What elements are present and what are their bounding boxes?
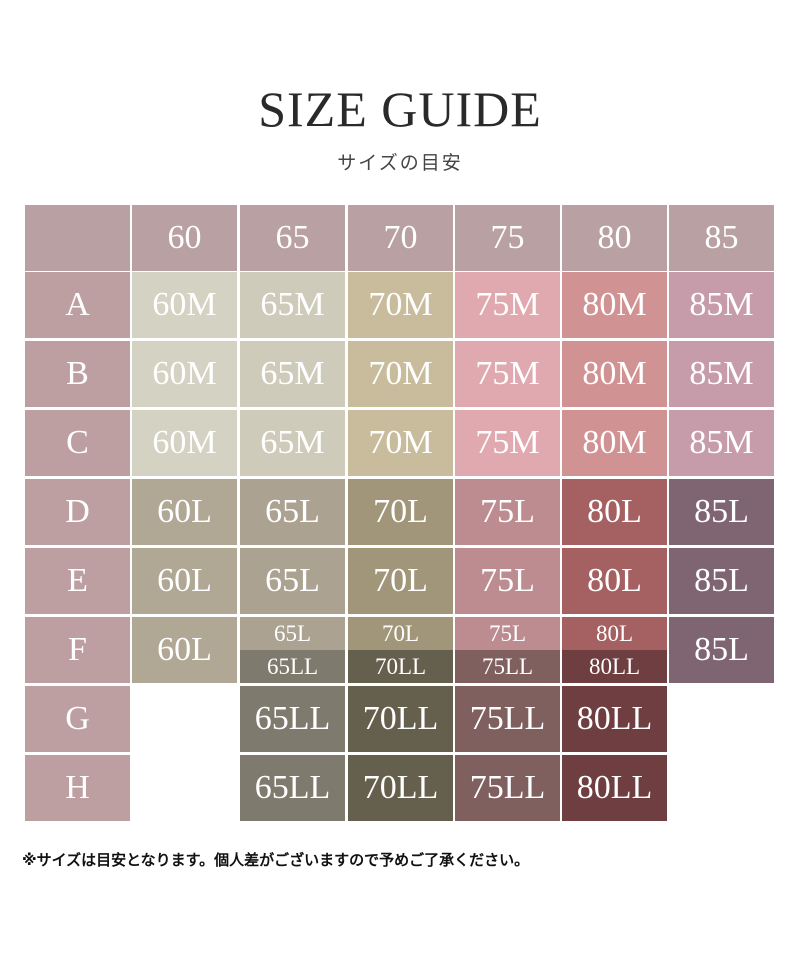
size-cell: 70L xyxy=(348,548,453,614)
size-cell: 70M xyxy=(348,341,453,407)
size-cell: 75L xyxy=(455,548,560,614)
size-cell: 80M xyxy=(562,341,667,407)
size-cell: 80M xyxy=(562,410,667,476)
size-cell: 75M xyxy=(455,272,560,338)
size-cell: 60L xyxy=(132,617,237,683)
size-cell: 80M xyxy=(562,272,667,338)
row-header-cup: E xyxy=(25,548,130,614)
size-cell: 80L xyxy=(562,548,667,614)
row-header-cup: G xyxy=(25,686,130,752)
page-subtitle: サイズの目安 xyxy=(337,152,463,174)
size-cell: 80L xyxy=(562,479,667,545)
row-header-cup: A xyxy=(25,272,130,338)
size-cell-bottom: 80LL xyxy=(562,650,667,683)
size-cell-top: 75L xyxy=(455,617,560,650)
size-cell: 70M xyxy=(348,272,453,338)
size-cell: 85M xyxy=(669,341,774,407)
size-cell: 85L xyxy=(669,617,774,683)
size-cell-top: 80L xyxy=(562,617,667,650)
size-cell: 65LL xyxy=(240,755,345,821)
size-cell: 85M xyxy=(669,272,774,338)
size-cell-split: 65L 65LL xyxy=(240,617,345,683)
size-cell: 75L xyxy=(455,479,560,545)
size-cell: 75LL xyxy=(455,686,560,752)
size-cell-top: 65L xyxy=(240,617,345,650)
size-cell: 65L xyxy=(240,479,345,545)
size-cell: 60L xyxy=(132,479,237,545)
size-cell: 65L xyxy=(240,548,345,614)
column-header-band: 85 xyxy=(669,205,774,271)
size-cell-bottom: 65LL xyxy=(240,650,345,683)
size-cell: 65M xyxy=(240,341,345,407)
size-cell: 60M xyxy=(132,341,237,407)
column-header-band: 70 xyxy=(348,205,453,271)
column-header-band: 80 xyxy=(562,205,667,271)
size-cell: 85M xyxy=(669,410,774,476)
size-cell-split: 70L 70LL xyxy=(348,617,453,683)
row-header-cup: H xyxy=(25,755,130,821)
row-header-cup: C xyxy=(25,410,130,476)
size-cell-split: 80L 80LL xyxy=(562,617,667,683)
size-cell: 70LL xyxy=(348,686,453,752)
size-cell: 65M xyxy=(240,410,345,476)
row-header-cup: F xyxy=(25,617,130,683)
column-header-band: 65 xyxy=(240,205,345,271)
size-cell: 65LL xyxy=(240,686,345,752)
row-header-cup: D xyxy=(25,479,130,545)
header-corner-cell xyxy=(25,205,130,271)
size-cell: 85L xyxy=(669,548,774,614)
size-cell: 70LL xyxy=(348,755,453,821)
size-cell: 65M xyxy=(240,272,345,338)
size-cell: 70M xyxy=(348,410,453,476)
size-cell: 70L xyxy=(348,479,453,545)
size-cell-top: 70L xyxy=(348,617,453,650)
size-cell: 60M xyxy=(132,410,237,476)
size-cell: 85L xyxy=(669,479,774,545)
size-cell: 60L xyxy=(132,548,237,614)
size-cell: 75M xyxy=(455,410,560,476)
size-cell: 80LL xyxy=(562,755,667,821)
column-header-band: 75 xyxy=(455,205,560,271)
size-cell-bottom: 75LL xyxy=(455,650,560,683)
size-cell: 75LL xyxy=(455,755,560,821)
row-header-cup: B xyxy=(25,341,130,407)
disclaimer-note: ※サイズは目安となります。個人差がございますので予めご了承ください。 xyxy=(22,851,530,869)
page-title: SIZE GUIDE xyxy=(258,81,542,137)
size-cell-split: 75L 75LL xyxy=(455,617,560,683)
column-header-band: 60 xyxy=(132,205,237,271)
size-cell-bottom: 70LL xyxy=(348,650,453,683)
size-cell: 60M xyxy=(132,272,237,338)
size-cell: 80LL xyxy=(562,686,667,752)
size-cell: 75M xyxy=(455,341,560,407)
